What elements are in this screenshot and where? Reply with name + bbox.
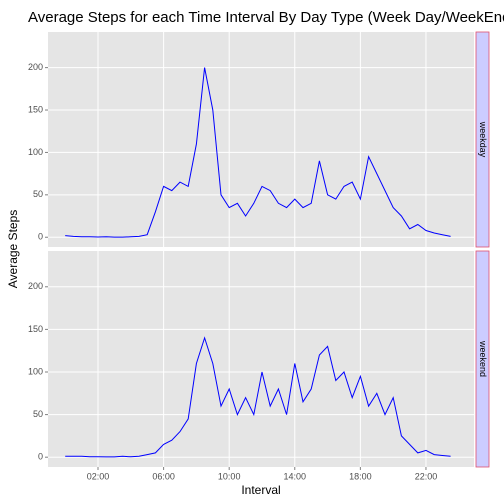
y-tick-label: 200	[28, 62, 43, 72]
x-tick-label: 18:00	[349, 471, 372, 481]
x-tick-label: 06:00	[152, 471, 175, 481]
chart-title: Average Steps for each Time Interval By …	[28, 9, 504, 26]
line	[65, 336, 451, 458]
x-axis-label: Interval	[241, 483, 280, 497]
y-tick-label: 100	[28, 366, 43, 376]
panel-background	[48, 251, 474, 467]
x-tick-label: 22:00	[415, 471, 438, 481]
y-tick-label: 50	[33, 189, 43, 199]
y-tick-label: 0	[38, 452, 43, 462]
x-tick-label: 02:00	[87, 471, 110, 481]
y-tick-label: 200	[28, 281, 43, 291]
y-tick-label: 100	[28, 147, 43, 157]
y-axis-label: Average Steps	[6, 210, 20, 289]
y-tick-label: 150	[28, 324, 43, 334]
x-tick-label: 10:00	[218, 471, 241, 481]
y-tick-label: 0	[38, 232, 43, 242]
strip-label: weekend	[478, 340, 488, 377]
strip-label: weekday	[478, 121, 488, 158]
x-tick-label: 14:00	[284, 471, 307, 481]
line	[65, 67, 451, 238]
y-tick-label: 150	[28, 104, 43, 114]
y-tick-label: 50	[33, 409, 43, 419]
strip-background	[475, 250, 490, 468]
panel-background	[48, 32, 474, 247]
strip-background	[475, 31, 490, 248]
